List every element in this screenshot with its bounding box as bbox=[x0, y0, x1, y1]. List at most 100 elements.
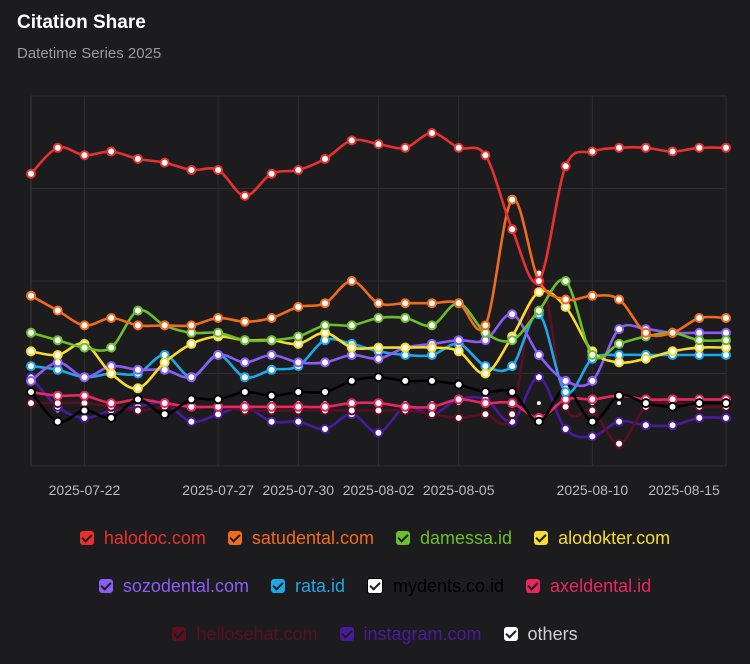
data-point[interactable] bbox=[159, 157, 170, 168]
data-point[interactable] bbox=[266, 364, 277, 375]
data-point[interactable] bbox=[667, 327, 678, 338]
data-point[interactable] bbox=[560, 294, 571, 305]
data-point[interactable] bbox=[26, 361, 36, 372]
legend-item-damessa.id[interactable]: damessa.id bbox=[396, 528, 512, 549]
data-point[interactable] bbox=[320, 153, 331, 164]
data-point[interactable] bbox=[426, 128, 437, 138]
data-point[interactable] bbox=[106, 412, 117, 423]
data-point[interactable] bbox=[213, 313, 224, 323]
data-point[interactable] bbox=[213, 165, 224, 175]
data-point[interactable] bbox=[640, 398, 651, 409]
data-point[interactable] bbox=[213, 394, 224, 405]
checkbox-icon[interactable] bbox=[98, 579, 113, 593]
data-point[interactable] bbox=[239, 190, 250, 201]
checkbox-icon[interactable] bbox=[79, 531, 94, 545]
data-point[interactable] bbox=[52, 142, 63, 153]
legend-item-axeldental.id[interactable]: axeldental.id bbox=[526, 576, 651, 597]
data-point[interactable] bbox=[79, 320, 90, 331]
data-point[interactable] bbox=[79, 405, 90, 416]
checkbox-icon[interactable] bbox=[503, 627, 518, 641]
data-point[interactable] bbox=[614, 338, 625, 349]
data-point[interactable] bbox=[640, 327, 651, 338]
data-point[interactable] bbox=[346, 135, 357, 146]
data-point[interactable] bbox=[26, 398, 36, 409]
data-point[interactable] bbox=[533, 416, 544, 427]
data-point[interactable] bbox=[667, 346, 678, 357]
data-point[interactable] bbox=[373, 313, 384, 323]
data-point[interactable] bbox=[667, 401, 678, 412]
data-point[interactable] bbox=[132, 405, 143, 416]
legend-item-alodokter.com[interactable]: alodokter.com bbox=[534, 528, 670, 549]
data-point[interactable] bbox=[106, 146, 117, 157]
checkbox-icon[interactable] bbox=[172, 627, 187, 641]
data-point[interactable] bbox=[533, 305, 544, 316]
legend-item-rata.id[interactable]: rata.id bbox=[270, 576, 345, 597]
data-point[interactable] bbox=[694, 142, 705, 153]
data-point[interactable] bbox=[293, 165, 304, 175]
data-point[interactable] bbox=[213, 350, 224, 360]
data-point[interactable] bbox=[640, 420, 651, 431]
data-point[interactable] bbox=[694, 398, 705, 409]
data-point[interactable] bbox=[373, 298, 384, 309]
data-point[interactable] bbox=[79, 150, 90, 161]
data-point[interactable] bbox=[186, 320, 197, 331]
data-point[interactable] bbox=[587, 350, 598, 360]
data-point[interactable] bbox=[480, 409, 491, 420]
data-point[interactable] bbox=[293, 301, 304, 312]
data-point[interactable] bbox=[533, 350, 544, 360]
data-point[interactable] bbox=[293, 401, 304, 412]
data-point[interactable] bbox=[186, 338, 197, 349]
checkbox-icon[interactable] bbox=[534, 531, 549, 545]
data-point[interactable] bbox=[400, 313, 411, 323]
data-point[interactable] bbox=[533, 372, 544, 383]
data-point[interactable] bbox=[239, 401, 250, 412]
data-point[interactable] bbox=[400, 401, 411, 412]
data-point[interactable] bbox=[346, 375, 357, 386]
data-point[interactable] bbox=[106, 368, 117, 379]
data-point[interactable] bbox=[721, 412, 731, 423]
data-point[interactable] bbox=[400, 298, 411, 309]
legend-item-others[interactable]: others bbox=[503, 624, 578, 645]
checkbox-icon[interactable] bbox=[366, 578, 383, 594]
data-point[interactable] bbox=[159, 357, 170, 368]
data-point[interactable] bbox=[614, 324, 625, 335]
data-point[interactable] bbox=[346, 320, 357, 331]
data-point[interactable] bbox=[560, 161, 571, 172]
data-point[interactable] bbox=[400, 375, 411, 386]
data-point[interactable] bbox=[617, 401, 622, 406]
data-point[interactable] bbox=[453, 412, 464, 423]
data-point[interactable] bbox=[239, 357, 250, 368]
data-point[interactable] bbox=[507, 335, 518, 346]
data-point[interactable] bbox=[480, 320, 491, 331]
data-point[interactable] bbox=[320, 357, 331, 368]
data-point[interactable] bbox=[453, 142, 464, 153]
data-point[interactable] bbox=[426, 298, 437, 309]
data-point[interactable] bbox=[721, 142, 731, 153]
data-point[interactable] bbox=[239, 316, 250, 327]
data-point[interactable] bbox=[614, 294, 625, 305]
data-point[interactable] bbox=[614, 390, 625, 401]
data-point[interactable] bbox=[400, 342, 411, 353]
checkbox-icon[interactable] bbox=[526, 579, 541, 593]
data-point[interactable] bbox=[480, 387, 491, 397]
data-point[interactable] bbox=[320, 387, 331, 397]
data-point[interactable] bbox=[560, 375, 571, 386]
data-point[interactable] bbox=[186, 394, 197, 405]
data-point[interactable] bbox=[667, 420, 678, 431]
data-point[interactable] bbox=[507, 224, 518, 235]
checkbox-icon[interactable] bbox=[339, 627, 354, 641]
data-point[interactable] bbox=[721, 313, 731, 323]
data-point[interactable] bbox=[373, 353, 384, 364]
data-point[interactable] bbox=[266, 313, 277, 323]
data-point[interactable] bbox=[293, 357, 304, 368]
data-point[interactable] bbox=[132, 364, 143, 375]
legend-item-instagram.com[interactable]: instagram.com bbox=[339, 624, 482, 645]
data-point[interactable] bbox=[346, 398, 357, 409]
legend-item-hellosehat.com[interactable]: hellosehat.com bbox=[172, 624, 318, 645]
data-point[interactable] bbox=[132, 320, 143, 331]
data-point[interactable] bbox=[159, 320, 170, 331]
data-point[interactable] bbox=[186, 372, 197, 383]
data-point[interactable] bbox=[533, 276, 544, 286]
legend-item-sozodental.com[interactable]: sozodental.com bbox=[98, 576, 249, 597]
data-point[interactable] bbox=[587, 405, 598, 416]
